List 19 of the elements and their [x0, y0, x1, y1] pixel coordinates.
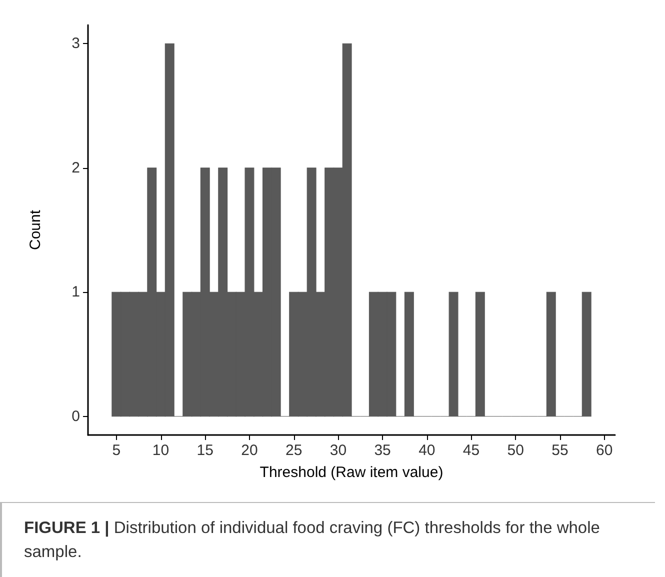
- x-tick-label: 35: [374, 442, 391, 459]
- x-tick-label: 25: [285, 442, 302, 459]
- x-tick-label: 20: [241, 442, 258, 459]
- x-tick-label: 10: [152, 442, 170, 459]
- y-tick-label: 3: [72, 35, 80, 52]
- y-tick-label: 0: [72, 408, 80, 425]
- y-axis-title: Count: [27, 209, 44, 250]
- x-tick-label: 50: [507, 442, 524, 459]
- x-tick-label: 15: [196, 442, 214, 459]
- y-tick-label: 1: [72, 284, 80, 301]
- x-axis-title: Threshold (Raw item value): [260, 464, 444, 481]
- x-tick-label: 40: [418, 442, 436, 459]
- x-tick-label: 60: [596, 442, 613, 459]
- x-tick-label: 55: [552, 442, 568, 459]
- x-tick-label: 45: [462, 442, 480, 459]
- text: FIGURE 1 | Distribution of individual food craving (FC) thresholds for the whole sample.: [24, 519, 600, 561]
- x-tick-label: 5: [112, 442, 121, 459]
- y-tick-label: 2: [72, 159, 80, 176]
- x-tick-label: 30: [330, 442, 347, 459]
